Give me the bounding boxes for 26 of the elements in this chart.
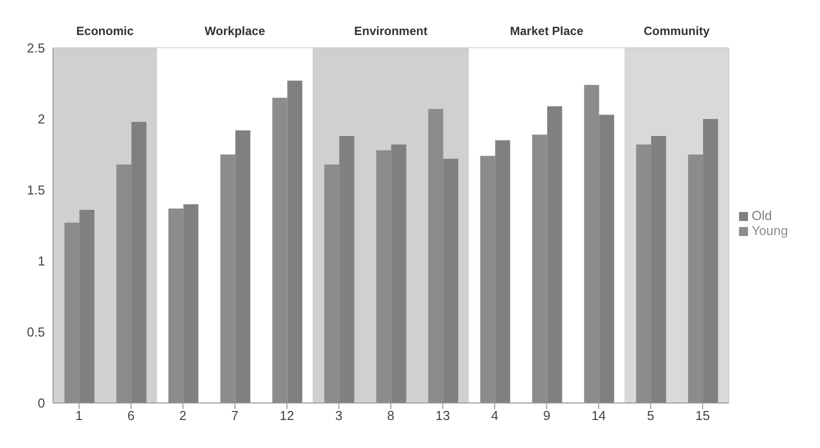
band-label: Economic bbox=[76, 24, 134, 38]
band-label: Market Place bbox=[510, 24, 584, 38]
x-tick-label: 2 bbox=[179, 408, 187, 424]
x-tick-label: 15 bbox=[695, 408, 710, 424]
x-tick-label: 13 bbox=[436, 408, 450, 424]
x-tick-label: 7 bbox=[231, 408, 239, 424]
band-label: Community bbox=[644, 24, 710, 38]
x-tick-label: 6 bbox=[127, 408, 135, 424]
legend-label: Old bbox=[752, 208, 772, 223]
band-label: Environment bbox=[354, 24, 428, 38]
x-tick-label: 4 bbox=[491, 408, 498, 424]
legend-label: Young bbox=[752, 223, 788, 238]
y-tick-label: 2.5 bbox=[26, 40, 45, 56]
y-tick-label: 2 bbox=[38, 112, 45, 127]
x-tick-label: 3 bbox=[335, 408, 342, 424]
y-tick-label: 1.5 bbox=[26, 182, 45, 198]
y-tick-label: 0.5 bbox=[26, 324, 45, 340]
x-tick-label: 9 bbox=[543, 408, 550, 424]
x-tick-label: 1 bbox=[75, 408, 83, 424]
y-tick-label: 1 bbox=[38, 254, 45, 269]
x-tick-label: 12 bbox=[280, 408, 294, 424]
x-tick-label: 5 bbox=[647, 408, 654, 424]
x-tick-label: 14 bbox=[591, 408, 606, 424]
y-tick-label: 0 bbox=[38, 396, 45, 411]
band-label: Workplace bbox=[204, 24, 266, 38]
x-tick-label: 8 bbox=[387, 408, 394, 424]
